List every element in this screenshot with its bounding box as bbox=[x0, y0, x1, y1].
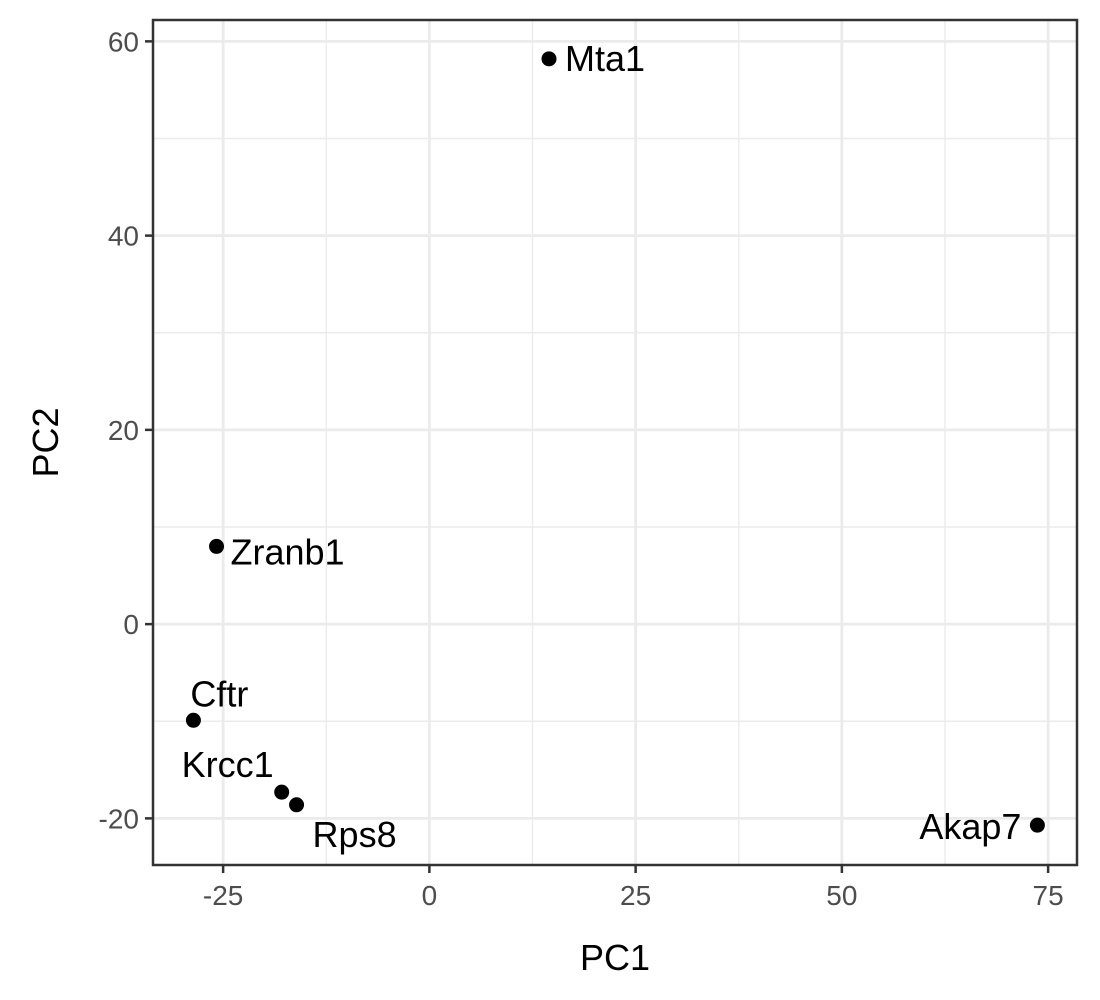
y-tick-label: -20 bbox=[99, 803, 139, 834]
x-tick-label: 25 bbox=[620, 880, 651, 911]
y-axis-title: PC2 bbox=[25, 407, 66, 477]
point-label-zranb1: Zranb1 bbox=[231, 531, 345, 572]
point-label-rps8: Rps8 bbox=[313, 814, 397, 855]
x-tick-label: -25 bbox=[203, 880, 243, 911]
y-tick-label: 40 bbox=[108, 221, 139, 252]
y-axis-ticks: -20 0 20 40 60 bbox=[99, 26, 153, 834]
panel-border bbox=[151, 18, 1079, 867]
x-tick-label: 75 bbox=[1033, 880, 1064, 911]
data-point-rps8 bbox=[289, 797, 305, 813]
x-axis-ticks: -25 0 25 50 75 bbox=[203, 865, 1064, 911]
minor-grid bbox=[153, 20, 1077, 865]
point-label-krcc1: Krcc1 bbox=[182, 744, 274, 785]
data-point-zranb1 bbox=[209, 538, 225, 554]
y-tick-label: 20 bbox=[108, 415, 139, 446]
data-points bbox=[185, 51, 1045, 833]
point-labels: Mta1 Zranb1 Cftr Krcc1 Rps8 Akap7 bbox=[182, 38, 1022, 855]
x-axis-title: PC1 bbox=[580, 937, 650, 978]
point-label-mta1: Mta1 bbox=[565, 38, 645, 79]
y-tick-label: 0 bbox=[123, 609, 139, 640]
point-label-akap7: Akap7 bbox=[919, 806, 1021, 847]
data-point-akap7 bbox=[1029, 817, 1045, 833]
y-tick-label: 60 bbox=[108, 26, 139, 57]
data-point-cftr bbox=[185, 712, 201, 728]
x-tick-label: 0 bbox=[422, 880, 438, 911]
data-point-krcc1 bbox=[274, 784, 290, 800]
major-grid bbox=[153, 20, 1077, 865]
data-point-mta1 bbox=[541, 51, 557, 67]
point-label-cftr: Cftr bbox=[190, 673, 248, 714]
x-tick-label: 50 bbox=[826, 880, 857, 911]
